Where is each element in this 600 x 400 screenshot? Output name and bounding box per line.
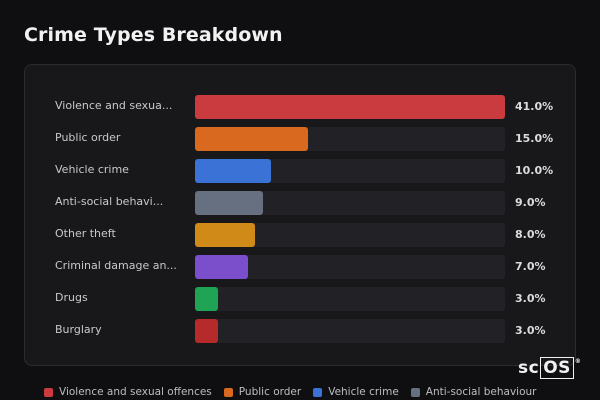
bar-track	[195, 319, 505, 343]
bar-track	[195, 127, 505, 151]
bar	[195, 255, 248, 279]
legend-label: Public order	[238, 386, 302, 398]
bar-track	[195, 191, 505, 215]
legend-item: Public order	[223, 386, 302, 398]
logo-prefix: sc	[518, 358, 540, 378]
value-label: 8.0%	[515, 228, 546, 241]
value-label: 15.0%	[515, 132, 554, 145]
category-label: Burglary	[55, 323, 102, 336]
category-label: Drugs	[55, 291, 88, 304]
legend-swatch	[313, 387, 323, 397]
bar-row: Burglary 3.0%	[55, 319, 555, 343]
chart-title: Crime Types Breakdown	[24, 24, 283, 46]
logo-boxed: OS	[540, 357, 574, 379]
bar	[195, 127, 309, 151]
legend-swatch	[223, 387, 233, 397]
category-label: Violence and sexua...	[55, 99, 173, 112]
bar-row: Anti-social behavi... 9.0%	[55, 191, 555, 215]
bar-row: Other theft 8.0%	[55, 223, 555, 247]
value-label: 41.0%	[515, 100, 554, 113]
bar-track	[195, 95, 505, 119]
logo-registered-mark: ®	[574, 358, 582, 365]
legend-label: Violence and sexual offences	[59, 386, 212, 398]
value-label: 3.0%	[515, 292, 546, 305]
bar	[195, 95, 505, 119]
value-label: 3.0%	[515, 324, 546, 337]
bar	[195, 287, 218, 311]
bar-track	[195, 287, 505, 311]
bar-row: Public order 15.0%	[55, 127, 555, 151]
legend-item: Vehicle crime	[313, 386, 399, 398]
bar	[195, 191, 264, 215]
bar	[195, 223, 256, 247]
scos-logo: sc OS ®	[518, 357, 582, 379]
chart-legend: Violence and sexual offences Public order…	[44, 386, 536, 398]
legend-item: Anti-social behaviour	[410, 386, 537, 398]
value-label: 7.0%	[515, 260, 546, 273]
bar-row: Drugs 3.0%	[55, 287, 555, 311]
bar-track	[195, 159, 505, 183]
bar-track	[195, 255, 505, 279]
value-label: 9.0%	[515, 196, 546, 209]
bar	[195, 319, 218, 343]
legend-label: Vehicle crime	[328, 386, 399, 398]
category-label: Public order	[55, 131, 121, 144]
legend-swatch	[410, 387, 420, 397]
bar-row: Vehicle crime 10.0%	[55, 159, 555, 183]
value-label: 10.0%	[515, 164, 554, 177]
chart-card: Violence and sexua... 41.0% Public order 15…	[24, 64, 576, 366]
category-label: Vehicle crime	[55, 163, 129, 176]
category-label: Anti-social behavi...	[55, 195, 164, 208]
category-label: Criminal damage an...	[55, 259, 177, 272]
bar-row: Criminal damage an... 7.0%	[55, 255, 555, 279]
legend-swatch	[44, 387, 53, 397]
bar-track	[195, 223, 505, 247]
legend-label: Anti-social behaviour	[425, 386, 537, 398]
bar-row: Violence and sexua... 41.0%	[55, 95, 555, 119]
bar	[195, 159, 271, 183]
category-label: Other theft	[55, 227, 116, 240]
legend-item: Violence and sexual offences	[44, 386, 212, 398]
